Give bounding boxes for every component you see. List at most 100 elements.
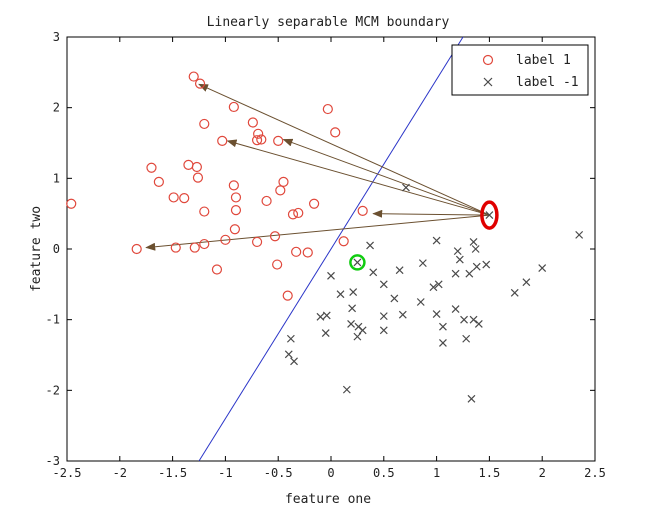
x-tick-label: 0.5: [373, 466, 395, 480]
data-point-circle: [293, 207, 304, 219]
data-point-x: [286, 334, 295, 343]
data-point-x: [379, 280, 388, 289]
x-stroke: [432, 236, 441, 245]
x-stroke: [429, 283, 438, 292]
x-tick-label: -2: [113, 466, 127, 480]
data-point-x: [510, 288, 519, 297]
x-stroke: [336, 290, 345, 299]
data-point-x: [471, 245, 480, 253]
boundary-line: [198, 36, 464, 462]
data-point-circle: [251, 236, 263, 248]
y-axis-label: feature two: [29, 206, 44, 292]
x-stroke: [379, 326, 388, 335]
y-tick-label: -1: [46, 313, 60, 327]
data-point-x: [284, 350, 293, 359]
x-tick-label: 1: [433, 466, 440, 480]
data-point-x: [453, 247, 462, 256]
data-point-x: [451, 269, 460, 278]
data-point-circle: [330, 127, 341, 138]
x-tick-label: -1: [218, 466, 232, 480]
data-point-x: [347, 319, 355, 328]
x-stroke: [349, 288, 358, 297]
data-point-circle: [192, 172, 204, 183]
x-stroke: [316, 312, 325, 321]
legend-box: [451, 44, 589, 96]
x-stroke: [321, 329, 330, 338]
data-point-x: [353, 332, 362, 341]
legend-label-1: label 1: [516, 53, 571, 68]
data-point-circle: [191, 161, 202, 173]
data-point-circle: [322, 103, 333, 115]
data-point-x: [336, 290, 345, 299]
data-point-x: [538, 264, 547, 273]
data-point-x: [342, 385, 351, 394]
arrow: [198, 83, 490, 216]
x-stroke: [348, 304, 357, 313]
x-stroke: [379, 280, 388, 289]
x-stroke: [284, 350, 293, 359]
x-stroke: [366, 241, 374, 250]
highlight-circle: [349, 254, 366, 271]
data-point-x: [369, 268, 378, 277]
data-point-circle: [168, 192, 179, 203]
data-point-circle: [188, 71, 199, 82]
data-point-circle: [273, 135, 284, 146]
x-stroke: [286, 334, 295, 343]
arrows-layer: [145, 83, 490, 251]
x-stroke: [358, 326, 367, 335]
data-point-circle: [229, 224, 241, 235]
data-point-x: [366, 241, 374, 250]
axis-ticks: -2.5 -2 -1.5 -1 -0.5 0 0.5 1 1.5 2 2.5 -3 -2 -1 0 1 2 3: [46, 30, 606, 480]
x-tick-label: -1.5: [158, 466, 187, 480]
data-point-circle: [170, 242, 181, 253]
x-stroke: [471, 245, 480, 253]
x-stroke: [416, 298, 425, 306]
x-stroke: [390, 294, 399, 303]
data-point-circle: [66, 198, 77, 209]
data-point-circle: [272, 259, 283, 270]
x-tick-label: 1.5: [479, 466, 501, 480]
legend-label-neg1: label -1: [516, 75, 579, 90]
data-point-x: [460, 315, 468, 324]
data-point-x: [290, 357, 298, 366]
data-point-circle: [357, 205, 368, 216]
data-point-x: [472, 262, 481, 271]
data-point-circle: [230, 205, 242, 216]
data-point-circle: [217, 135, 228, 146]
x-stroke: [347, 319, 355, 328]
data-point-x: [379, 312, 388, 321]
x-stroke: [451, 269, 460, 278]
data-point-x: [469, 238, 478, 246]
x-stroke: [469, 315, 478, 324]
data-point-x: [353, 258, 362, 267]
x-stroke: [398, 310, 407, 319]
data-point-x: [434, 280, 443, 289]
data-point-circle: [309, 198, 320, 209]
data-point-circle: [253, 128, 264, 139]
data-point-circle: [194, 78, 206, 89]
data-point-x: [485, 211, 494, 220]
x-stroke: [472, 262, 481, 271]
data-point-x: [482, 260, 491, 269]
data-point-circle: [291, 246, 302, 257]
data-point-x: [395, 266, 404, 275]
x-stroke: [469, 238, 478, 246]
x-stroke: [418, 259, 427, 268]
data-point-x: [439, 339, 447, 347]
data-point-circle: [228, 101, 239, 113]
x-stroke: [465, 269, 474, 278]
data-point-x: [322, 311, 331, 320]
x-stroke: [439, 322, 447, 331]
data-point-circle: [269, 231, 281, 242]
data-point-circle: [199, 206, 210, 217]
data-point-x: [358, 326, 367, 335]
data-point-circle: [211, 264, 223, 275]
x-stroke: [434, 280, 443, 289]
data-point-x: [390, 294, 399, 303]
x-stroke: [327, 271, 335, 280]
arrow: [226, 139, 490, 216]
x-stroke: [510, 288, 519, 297]
data-point-circle: [287, 209, 299, 220]
x-tick-label: 2: [539, 466, 546, 480]
x-stroke: [353, 332, 362, 341]
